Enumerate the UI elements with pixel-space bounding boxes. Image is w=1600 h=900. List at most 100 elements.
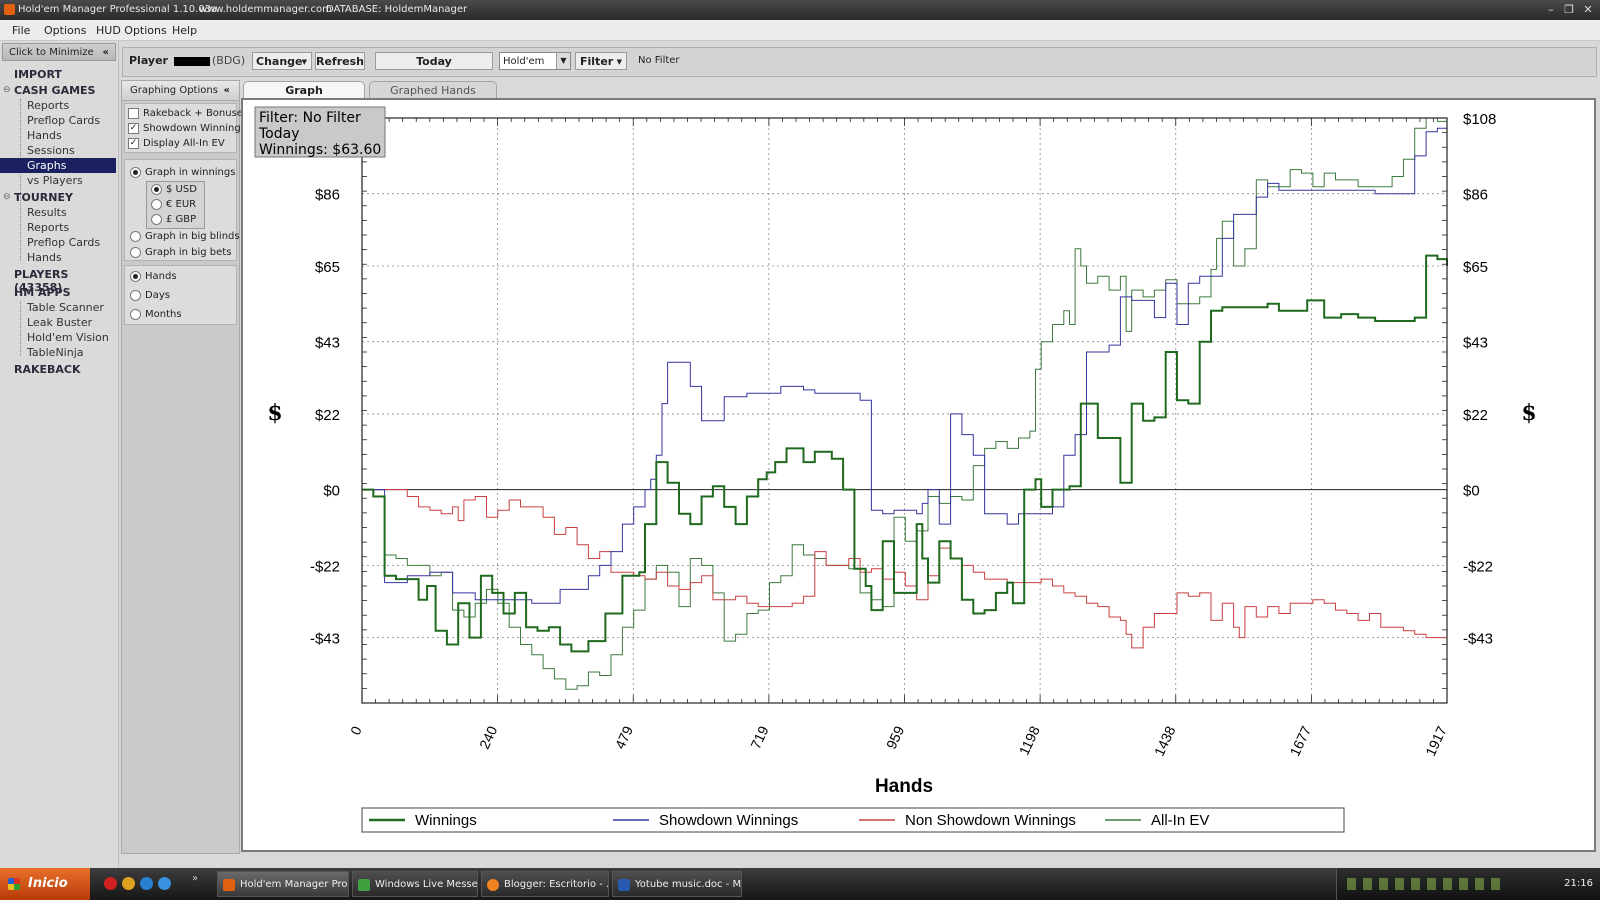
nav-tourney[interactable]: TOURNEY — [14, 191, 73, 204]
menu-bar: File Options HUD Options Help — [0, 20, 1600, 41]
nav-tourney-preflop-cards[interactable]: Preflop Cards — [27, 236, 101, 249]
collapse-tourney-icon[interactable]: ⊖ — [3, 192, 11, 202]
dropdown-arrow-icon: ▼ — [301, 58, 307, 66]
nav-cash-sessions[interactable]: Sessions — [27, 144, 75, 157]
holdem-manager-icon — [223, 879, 235, 891]
task-windows-live-messenger[interactable]: Windows Live Messen... — [352, 871, 478, 897]
nav-cash-hands[interactable]: Hands — [27, 129, 62, 142]
nav-cash-reports[interactable]: Reports — [27, 99, 70, 112]
y-tick-label-right: -$43 — [1463, 631, 1493, 648]
x-tick-label: 1677 — [1286, 723, 1314, 758]
legend: Winnings Showdown Winnings Non Showdown Wi… — [361, 807, 1345, 833]
start-button[interactable]: Inicio — [0, 868, 90, 900]
y-axis-symbol-left: $ — [267, 400, 282, 426]
collapse-cash-icon[interactable]: ⊖ — [3, 85, 11, 95]
game-type-select[interactable]: Hold'em ▼ — [499, 52, 571, 70]
collapse-icon: « — [102, 47, 109, 58]
change-player-button[interactable]: Change ▼ — [252, 52, 312, 70]
y-tick-label-right: $22 — [1463, 407, 1488, 424]
x-tick-label: 959 — [883, 723, 907, 751]
nav-holdem-vision[interactable]: Hold'em Vision — [27, 331, 109, 344]
restore-window-button[interactable]: ❐ — [1564, 3, 1574, 16]
nav-table-scanner[interactable]: Table Scanner — [27, 301, 104, 314]
windows-logo-icon — [8, 878, 20, 890]
menu-hud-options[interactable]: HUD Options — [96, 24, 167, 37]
quicklaunch-ie-icon[interactable] — [140, 877, 153, 890]
task-blogger[interactable]: Blogger: Escritorio - ... — [481, 871, 609, 897]
start-label: Inicio — [28, 876, 68, 891]
task-label: Hold'em Manager Pro... — [240, 879, 349, 890]
winnings-chart: 02404797199591198143816771917$108$108$86… — [254, 106, 1537, 833]
tab-graphed-hands[interactable]: Graphed Hands — [369, 81, 497, 99]
nav-tableninja[interactable]: TableNinja — [27, 346, 84, 359]
x-tick-label: 479 — [612, 723, 636, 751]
app-title: Hold'em Manager Professional 1.10.03a — [18, 4, 218, 15]
quicklaunch-opera-icon[interactable] — [104, 877, 117, 890]
minimize-sidebar-button[interactable]: Click to Minimize « — [2, 43, 116, 61]
nav-leak-buster[interactable]: Leak Buster — [27, 316, 93, 329]
radio-icon — [130, 247, 141, 258]
legend-label: Winnings — [415, 812, 477, 829]
y-tick-label-right: $43 — [1463, 335, 1488, 352]
nav-tourney-hands[interactable]: Hands — [27, 251, 62, 264]
nav-cash-vs-players[interactable]: vs Players — [27, 174, 83, 187]
task-label: Yotube music.doc - Mi... — [635, 879, 742, 890]
x-tick-label: 1438 — [1151, 723, 1179, 758]
currency-group: $ USD € EUR £ GBP — [146, 181, 205, 229]
menu-help[interactable]: Help — [172, 24, 198, 37]
nav-cash-games[interactable]: CASH GAMES — [14, 84, 96, 97]
date-range-button[interactable]: Today — [375, 52, 493, 70]
nav-import[interactable]: IMPORT — [14, 68, 62, 81]
filter-button[interactable]: Filter ▼ — [575, 52, 627, 70]
tab-graph[interactable]: Graph — [243, 81, 365, 99]
nav-rakeback[interactable]: RAKEBACK — [14, 363, 81, 376]
firefox-icon — [487, 879, 499, 891]
info-filter: Filter: No Filter — [259, 110, 361, 126]
y-tick-label-right: $86 — [1463, 187, 1488, 204]
graphing-options-header[interactable]: Graphing Options « — [122, 81, 239, 101]
y-tick-label-left: -$22 — [310, 558, 340, 575]
messenger-icon — [358, 879, 370, 891]
y-tick-label-left: $22 — [315, 407, 340, 424]
menu-options[interactable]: Options — [44, 24, 87, 37]
radio-selected-icon — [151, 184, 162, 195]
window-title-bar: Hold'em Manager Professional 1.10.03a ww… — [0, 0, 1600, 20]
currency-gbp-label: £ GBP — [166, 214, 197, 225]
nav-players[interactable]: PLAYERS (43358) — [14, 268, 69, 294]
website-label: www.holdemmanager.com — [199, 4, 332, 15]
nav-cash-graphs[interactable]: Graphs — [0, 158, 116, 173]
collapse-icon: « — [223, 85, 230, 96]
task-label: Blogger: Escritorio - ... — [504, 879, 609, 890]
minimize-window-button[interactable]: – — [1548, 3, 1554, 16]
task-holdem-manager[interactable]: Hold'em Manager Pro... — [217, 871, 349, 897]
close-window-button[interactable]: ✕ — [1583, 3, 1593, 16]
quicklaunch-messenger-icon[interactable] — [158, 877, 171, 890]
graphing-options-title: Graphing Options — [130, 85, 218, 96]
checkmark-icon: ✓ — [128, 123, 139, 134]
graph-in-big-bets-label: Graph in big bets — [145, 247, 232, 258]
windows-taskbar: Inicio » Hold'em Manager Pro... Windows … — [0, 868, 1600, 900]
y-tick-label-left: $65 — [315, 259, 340, 276]
display-allin-ev-label: Display All-In EV — [143, 138, 225, 149]
non-showdown-winnings-line — [362, 489, 1448, 649]
radio-icon — [151, 214, 162, 225]
menu-file[interactable]: File — [12, 24, 31, 37]
radio-icon — [130, 290, 141, 301]
refresh-button[interactable]: Refresh — [315, 52, 365, 70]
quicklaunch-overflow-icon[interactable]: » — [192, 873, 199, 884]
checkbox-icon — [128, 108, 139, 119]
nav-hm-apps[interactable]: HM APPS — [14, 286, 71, 299]
system-tray: 21:16 — [1336, 868, 1600, 900]
task-word-document[interactable]: Yotube music.doc - Mi... — [612, 871, 742, 897]
task-label: Windows Live Messen... — [375, 879, 478, 890]
quicklaunch-browser-icon[interactable] — [122, 877, 135, 890]
tray-icons[interactable] — [1347, 878, 1507, 890]
nav-cash-preflop-cards[interactable]: Preflop Cards — [27, 114, 101, 127]
game-type-value: Hold'em — [503, 56, 545, 67]
player-name-redacted — [174, 57, 210, 66]
nav-tourney-reports[interactable]: Reports — [27, 221, 70, 234]
nav-tourney-results[interactable]: Results — [27, 206, 67, 219]
legend-label: Non Showdown Winnings — [905, 812, 1076, 829]
clock: 21:16 — [1564, 878, 1593, 889]
checkmark-icon: ✓ — [128, 138, 139, 149]
